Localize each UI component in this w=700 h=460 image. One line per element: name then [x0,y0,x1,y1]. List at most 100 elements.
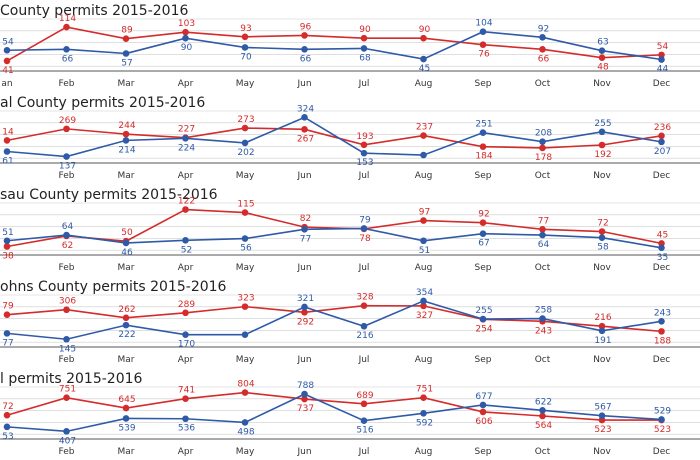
data-label: 61 [2,157,13,167]
series-line-red [6,208,662,248]
data-point [3,57,11,65]
data-point [360,417,368,425]
data-point [420,394,427,402]
data-point [3,237,11,245]
data-point [598,128,606,136]
x-tick-label: Sep [475,79,492,89]
x-tick-label: Jul [358,79,370,89]
data-label: 44 [657,65,669,75]
x-tick-label: May [236,447,255,457]
data-label: 48 [597,63,609,73]
data-point [658,132,665,140]
data-point [63,153,70,160]
data-label: 79 [359,215,371,225]
data-label: 58 [597,243,609,253]
data-label: 64 [62,222,74,232]
data-label: 262 [118,305,135,315]
data-label: 115 [237,200,254,210]
x-tick-label: May [236,79,255,89]
data-point [301,395,308,403]
data-point [182,237,189,244]
x-tick-label: Apr [178,79,194,89]
data-point [182,395,189,403]
data-label: 254 [475,324,492,334]
data-label: 66 [62,54,74,64]
data-label: 35 [657,253,668,263]
data-point [658,56,665,63]
x-tick-label: Apr [178,263,194,273]
data-point [182,135,189,142]
data-point [479,129,487,136]
x-tick-label: Jun [296,79,311,89]
data-point [360,322,368,330]
x-tick-label: Feb [59,79,75,89]
data-point [479,28,487,36]
data-point [598,47,606,55]
data-point [3,311,11,318]
series-line-blue [6,393,662,433]
data-label: 82 [300,214,311,224]
data-label: 64 [538,240,550,250]
data-label: 292 [297,317,314,327]
data-label: 41 [2,66,13,76]
data-point [479,401,487,409]
data-point [658,317,665,325]
data-point [63,46,70,53]
data-point [3,243,11,250]
x-tick-label: Oct [535,355,551,365]
x-tick-label: Jun [296,355,311,365]
x-tick-label: Sep [475,447,492,457]
data-label: 243 [654,308,671,318]
data-point [3,423,11,431]
x-tick-label: Jun [296,263,311,273]
data-point [301,46,308,53]
x-tick-label: Jul [358,355,370,365]
data-label: 137 [59,162,76,172]
data-point [182,34,189,42]
data-label: 38 [2,251,14,261]
data-label: 66 [538,54,550,64]
chart-title: ohns County permits 2015-2016 [0,279,227,295]
data-point [241,33,249,41]
data-point [182,206,189,213]
data-label: 273 [237,115,254,125]
x-tick-label: Mar [118,355,135,365]
data-label: 77 [538,216,549,226]
data-point [598,327,606,335]
data-label: 77 [300,234,311,244]
data-label: 66 [300,54,312,64]
data-label: 104 [475,19,492,29]
chart-panel-3: sau County permits 2015-2016 Feb Mar Apr May… [0,187,700,273]
data-label: 237 [416,123,433,133]
x-tick-label: Jul [358,263,370,273]
data-label: 90 [419,25,431,35]
data-point [301,226,308,233]
data-label: 216 [594,313,611,323]
data-label: 202 [237,148,254,158]
data-point [3,330,11,337]
data-point [420,132,427,139]
data-point [479,315,487,323]
data-label: 178 [535,153,552,163]
data-label: 269 [59,116,76,126]
data-point [658,51,665,59]
data-label: 289 [178,300,195,310]
data-point [122,35,130,42]
data-label: 72 [597,219,608,229]
data-point [63,335,70,343]
data-label: 236 [654,123,671,133]
data-point [241,419,249,426]
data-label: 523 [654,425,671,435]
data-label: 92 [538,24,549,34]
data-point [420,217,427,224]
data-label: 251 [475,120,492,130]
data-label: 51 [2,228,13,238]
data-point [658,328,665,335]
x-tick-label: Nov [593,355,611,365]
data-label: 622 [535,397,552,407]
data-point [420,409,427,417]
x-tick-label: an [1,79,12,89]
data-label: 498 [237,427,254,437]
data-label: 255 [475,306,492,316]
data-label: 93 [240,24,251,34]
